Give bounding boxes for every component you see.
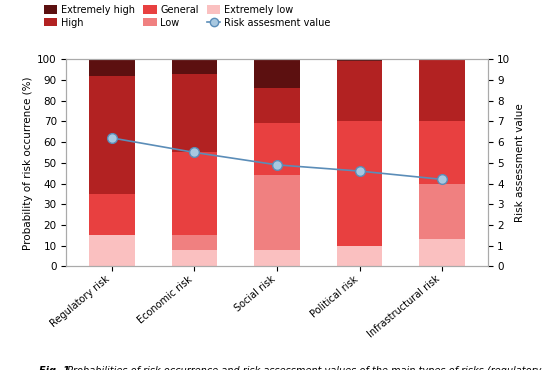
Text: Probabilities of risk occurrence and risk assessment values of the main types of: Probabilities of risk occurrence and ris… (64, 366, 551, 370)
Bar (89, 59, 135, 76)
Bar (337, 61, 382, 121)
Bar (254, 59, 300, 88)
Bar (337, 121, 382, 246)
Bar (89, 194, 135, 235)
Bar (254, 175, 300, 250)
Bar (419, 121, 465, 184)
Bar (419, 239, 465, 266)
Bar (419, 184, 465, 239)
Bar (337, 59, 382, 61)
Bar (172, 74, 217, 152)
Bar (172, 250, 217, 266)
Text: Fig. 1.: Fig. 1. (39, 366, 73, 370)
Bar (254, 250, 300, 266)
Bar (172, 152, 217, 235)
Bar (337, 246, 382, 266)
Y-axis label: Probability of risk occurrence (%): Probability of risk occurrence (%) (23, 76, 33, 249)
Bar (172, 59, 217, 74)
Bar (89, 235, 135, 266)
Bar (89, 76, 135, 194)
Legend: Extremely high, High, General, Low, Extremely low, Risk assesment value: Extremely high, High, General, Low, Extr… (44, 5, 331, 28)
Bar (172, 235, 217, 250)
Bar (254, 124, 300, 175)
Bar (254, 88, 300, 124)
Y-axis label: Risk assessment value: Risk assessment value (515, 104, 525, 222)
Bar (419, 59, 465, 121)
